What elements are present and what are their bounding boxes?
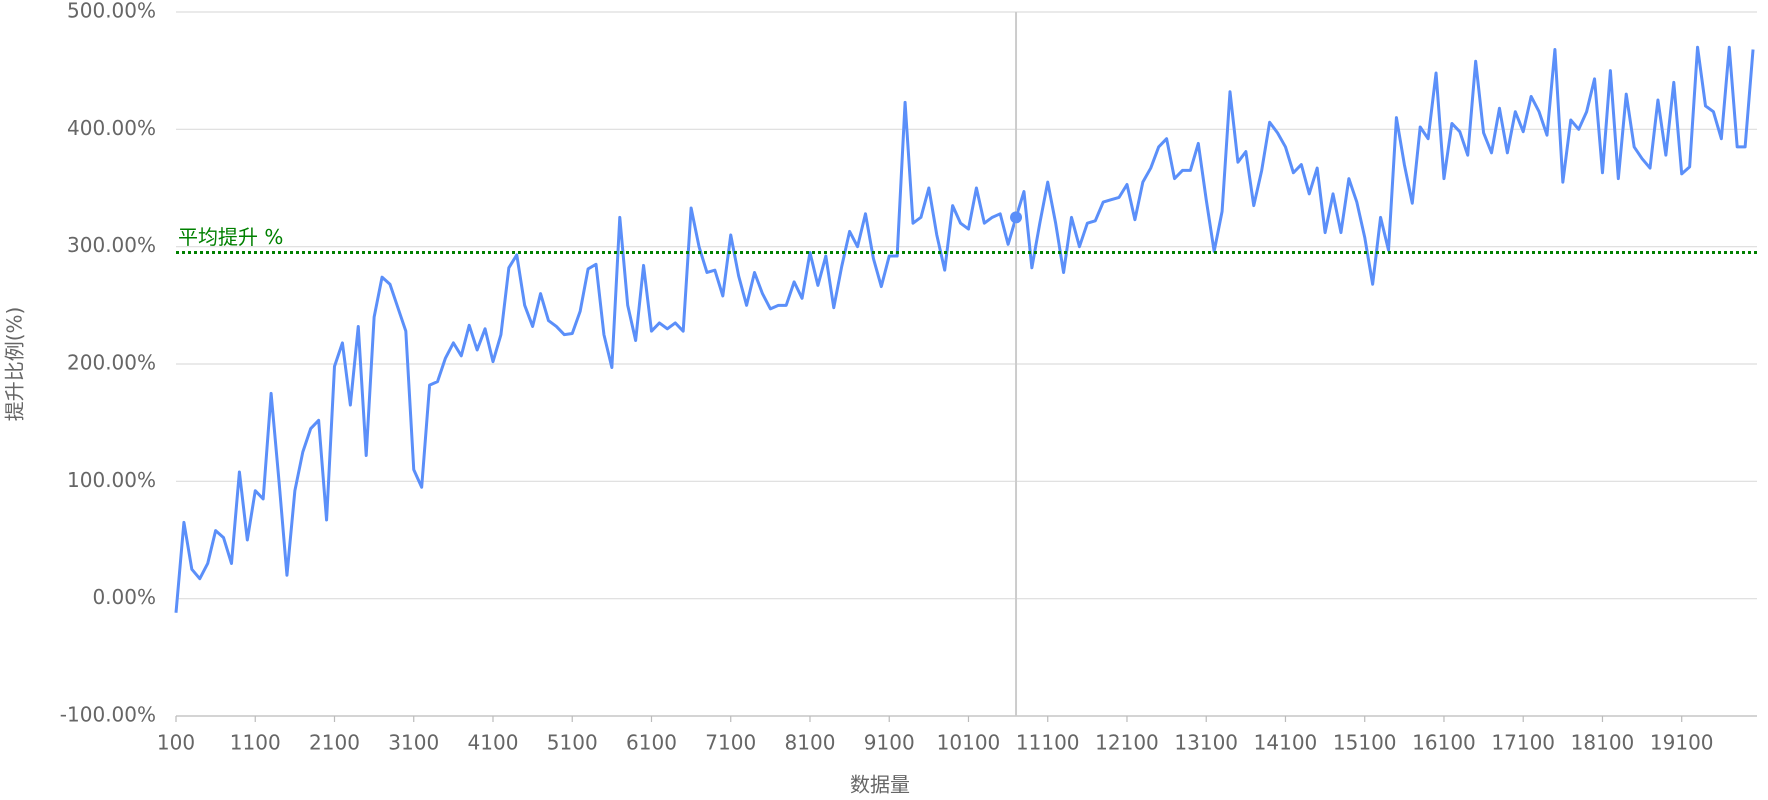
x-tick-label: 17100 [1491, 731, 1555, 755]
data-line [174, 45, 1755, 613]
y-tick-label: 300.00% [67, 233, 156, 257]
x-tick-label: 11100 [1016, 731, 1080, 755]
y-tick-label: 500.00% [67, 0, 156, 23]
x-tick-label: 10100 [937, 731, 1001, 755]
y-tick-label: 0.00% [92, 585, 156, 609]
x-tick-label: 16100 [1412, 731, 1476, 755]
x-tick-label: 3100 [388, 731, 439, 755]
x-tick-label: 14100 [1254, 731, 1318, 755]
x-tick-label: 5100 [547, 731, 598, 755]
x-tick-label: 12100 [1095, 731, 1159, 755]
x-axis-title: 数据量 [850, 773, 910, 797]
y-tick-label: 200.00% [67, 351, 156, 375]
y-tick-label: 400.00% [67, 116, 156, 140]
x-tick-label: 7100 [705, 731, 756, 755]
y-tick-label: -100.00% [60, 703, 156, 727]
x-tick-label: 9100 [864, 731, 915, 755]
reference-label: 平均提升 % [178, 225, 283, 249]
x-tick-label: 6100 [626, 731, 677, 755]
x-tick-label: 13100 [1174, 731, 1238, 755]
x-tick-label: 1100 [230, 731, 281, 755]
hover-point [1010, 211, 1023, 224]
x-tick-label: 15100 [1333, 731, 1397, 755]
x-tick-label: 100 [157, 731, 195, 755]
x-tick-label: 18100 [1571, 731, 1635, 755]
x-tick-label: 4100 [468, 731, 519, 755]
x-tick-label: 2100 [309, 731, 360, 755]
y-axis-title: 提升比例(%) [3, 307, 27, 422]
x-tick-label: 8100 [785, 731, 836, 755]
y-tick-label: 100.00% [67, 468, 156, 492]
x-tick-label: 19100 [1650, 731, 1714, 755]
